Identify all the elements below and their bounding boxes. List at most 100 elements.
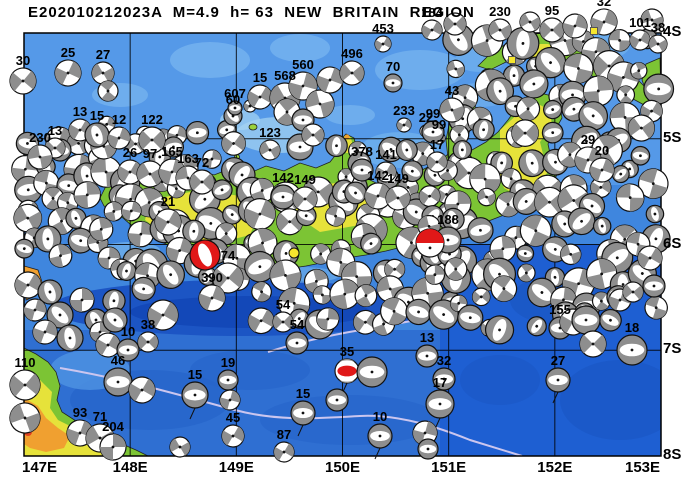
beachball [477, 187, 496, 207]
beachball [305, 89, 335, 119]
beachball [97, 80, 119, 102]
beachball [592, 216, 612, 236]
lon-label-151E: 151E [431, 459, 467, 476]
beachball [559, 243, 582, 266]
depth-label: 10 [373, 409, 387, 424]
beachball [310, 243, 332, 265]
beachball [490, 275, 518, 302]
depth-label: 149 [294, 172, 316, 187]
depth-label: 87 [277, 427, 291, 442]
beachball [243, 198, 276, 231]
depth-label: 21 [161, 194, 175, 209]
beachball [272, 311, 294, 333]
yellow-circle-marker [288, 247, 300, 259]
beachball [54, 59, 82, 87]
beachball [518, 149, 547, 178]
beachball [608, 29, 631, 52]
depth-label: 560 [292, 57, 314, 72]
depth-label: 27 [96, 47, 110, 62]
beachball [541, 121, 564, 144]
beachball [32, 319, 58, 345]
beachball [334, 358, 360, 384]
beachball [360, 232, 382, 255]
beachball [116, 261, 137, 281]
depth-label: 230 [29, 130, 51, 145]
depth-label: 568 [274, 68, 296, 83]
beachball [244, 250, 276, 283]
depth-label: 30 [16, 53, 30, 68]
beachball [519, 214, 552, 247]
lon-label-148E: 148E [112, 459, 148, 476]
depth-label: 378 [351, 144, 373, 159]
depth-label: 17 [433, 375, 447, 390]
lat-label-4S: 4S [663, 23, 682, 40]
beachball [288, 71, 318, 101]
depth-label: 15 [90, 108, 104, 123]
depth-label: 35 [340, 344, 354, 359]
beachball [138, 126, 166, 154]
beachball [457, 304, 484, 331]
beachball [95, 332, 121, 358]
beachball [273, 441, 295, 463]
lon-label-150E: 150E [324, 459, 361, 476]
beachball [571, 305, 601, 335]
beachball [356, 356, 388, 388]
depth-label: 43 [445, 83, 459, 98]
beachball [384, 258, 406, 280]
depth-label: 26 [123, 145, 137, 160]
station-square-marker [590, 27, 598, 35]
beachball [519, 11, 541, 33]
beachball [14, 238, 35, 259]
beachball [405, 298, 432, 326]
beachball [89, 217, 114, 242]
beachball [354, 284, 378, 308]
beachball [452, 140, 473, 160]
depth-label: 19 [221, 355, 235, 370]
lat-label-7S: 7S [663, 340, 682, 358]
beachball [217, 369, 239, 391]
depth-label: 74 [221, 248, 236, 263]
beachball [251, 281, 272, 303]
beachball [519, 69, 549, 99]
beachball [23, 298, 47, 322]
beachball [637, 168, 669, 199]
beachball [643, 73, 675, 105]
beachball [589, 157, 615, 183]
depth-label: 15 [296, 386, 310, 401]
lon-label-153E: 153E [625, 459, 661, 476]
beachball [539, 17, 565, 43]
lon-label-149E: 149E [218, 459, 254, 476]
beachball [285, 331, 309, 355]
beachball [439, 97, 465, 123]
depth-label: 60 [226, 92, 240, 107]
depth-label: 142 [367, 168, 389, 183]
beachball [374, 35, 392, 53]
beachball [644, 295, 668, 320]
beachball [325, 205, 347, 227]
beachball [563, 53, 594, 84]
beachball [102, 289, 126, 313]
beachball [136, 160, 164, 188]
beachball [441, 207, 465, 231]
depth-label: 13 [420, 330, 434, 345]
beachball [221, 424, 245, 448]
depth-label: 71 [93, 409, 107, 424]
beachball [325, 388, 349, 412]
beachball [534, 186, 565, 218]
beachball [9, 369, 41, 401]
depth-label: 17 [430, 137, 444, 152]
depth-label: 15 [188, 367, 202, 382]
depth-label: 165 [161, 144, 183, 159]
depth-label: 122 [141, 112, 163, 127]
beachball [73, 181, 102, 209]
beachball [99, 433, 127, 461]
beachball [189, 169, 215, 195]
beachball [622, 281, 644, 303]
beachball [189, 239, 221, 271]
beachball [486, 77, 515, 106]
beachball [367, 423, 393, 449]
beachball [599, 308, 622, 332]
depth-label: 15 [253, 70, 267, 85]
depth-label: 32 [597, 0, 611, 9]
